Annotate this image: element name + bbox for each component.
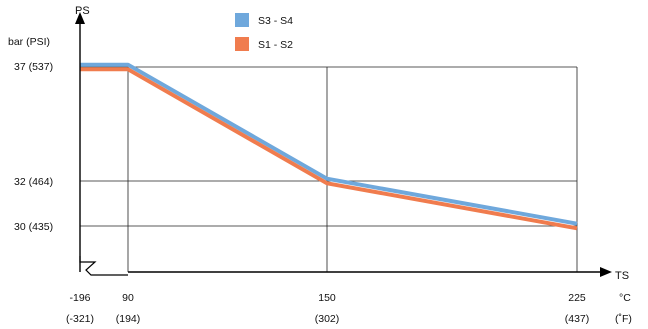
legend: S3 - S4 S1 - S2 <box>235 13 293 51</box>
x-axis-unit-f: (˚F) <box>615 313 632 325</box>
series-group <box>80 62 578 231</box>
y-tick-label: 37 (537) <box>14 61 53 73</box>
legend-swatch-s1-s2 <box>235 37 249 51</box>
y-axis-name: PS <box>75 5 90 17</box>
series-line-s3-s4 <box>80 62 578 226</box>
y-axis-arrow-icon <box>75 12 85 24</box>
x-axis-arrow-icon <box>600 267 612 277</box>
legend-swatch-s3-s4 <box>235 13 249 27</box>
y-tick-label: 30 (435) <box>14 221 53 233</box>
grid <box>80 66 578 272</box>
x-tick-label-c: 90 <box>122 292 134 304</box>
legend-label-s3-s4: S3 - S4 <box>258 15 293 27</box>
x-tick-label-f: (-321) <box>66 313 94 325</box>
x-tick-label-f: (437) <box>565 313 590 325</box>
x-tick-label-f: (194) <box>116 313 141 325</box>
x-tick-labels: -196 (-321) 90 (194) 150 (302) 225 (437) <box>66 292 589 325</box>
x-tick-label-c: 225 <box>568 292 586 304</box>
axes <box>75 12 612 277</box>
x-axis-unit-c: °C <box>619 292 631 304</box>
x-tick-label-f: (302) <box>315 313 340 325</box>
y-tick-labels: 37 (537) 32 (464) 30 (435) <box>14 61 53 233</box>
legend-label-s1-s2: S1 - S2 <box>258 39 293 51</box>
y-tick-label: 32 (464) <box>14 176 53 188</box>
x-tick-label-c: 150 <box>318 292 336 304</box>
axis-break-icon <box>79 256 128 276</box>
series-line-s1-s2 <box>80 67 578 231</box>
x-axis-name: TS <box>615 270 629 282</box>
x-tick-label-c: -196 <box>69 292 90 304</box>
y-axis-unit: bar (PSI) <box>8 36 50 48</box>
